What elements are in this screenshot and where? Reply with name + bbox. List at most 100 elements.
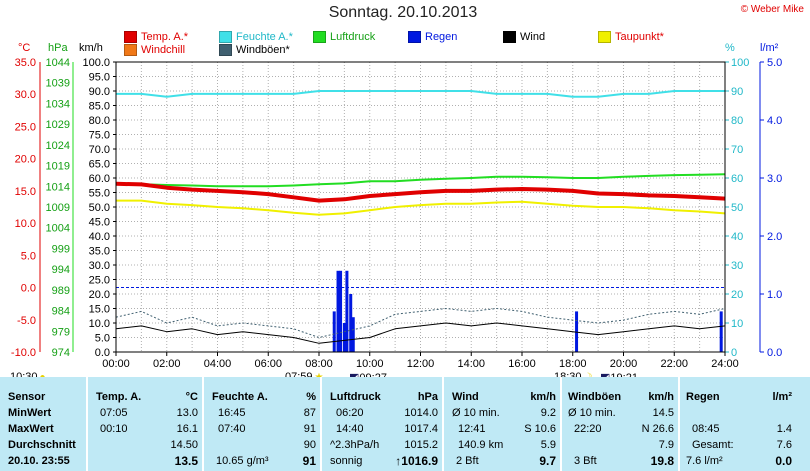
- hum-min-time: 16:45: [218, 407, 246, 419]
- wind-max-value: S 10.6: [524, 423, 556, 435]
- hdr-humidity: Feuchte A.: [212, 391, 268, 403]
- col-pressure: Luftdruck hPa 06:20 1014.0 14:40 1017.4 …: [320, 377, 444, 471]
- rain-bar: [339, 270, 343, 352]
- pressure-tick-label: 1039: [46, 78, 70, 90]
- rain-bar: [342, 323, 346, 352]
- humidity-tick-label: 40: [731, 231, 743, 243]
- temp-min-value: 13.0: [176, 407, 198, 419]
- gust-avg10-value: 14.5: [652, 407, 674, 419]
- pressure-tick-label: 989: [52, 285, 70, 297]
- time-tick-label: 12:00: [407, 358, 435, 370]
- rain-bar: [345, 270, 349, 352]
- gust-max-value: N 26.6: [641, 423, 674, 435]
- legend-item-gust: Windböen*: [219, 44, 290, 56]
- wind-tick-label: 20.0: [89, 289, 110, 301]
- humidity-tick-label: 80: [731, 115, 743, 127]
- temp-tick-label: 25.0: [15, 121, 36, 133]
- legend-item-pressure: Luftdruck: [313, 31, 375, 43]
- legend-swatch-gust: [219, 44, 232, 56]
- wind-tick-label: 10.0: [89, 318, 110, 330]
- hum-max-time: 07:40: [218, 423, 246, 435]
- press-min-time: 06:20: [336, 407, 364, 419]
- series-line-feuchtea: [116, 90, 725, 98]
- humidity-tick-label: 100: [731, 57, 749, 69]
- wind-tick-label: 35.0: [89, 246, 110, 258]
- wind-tick-label: 40.0: [89, 231, 110, 243]
- gust-current-value: 19.8: [650, 454, 674, 468]
- gust-max-time: 22:20: [574, 423, 602, 435]
- wind-tick-label: 60.0: [89, 173, 110, 185]
- humidity-tick-label: 30: [731, 260, 743, 272]
- series-line-luftdruck: [116, 173, 726, 188]
- series-line-windben: [115, 308, 726, 338]
- pressure-tick-label: 1024: [46, 140, 70, 152]
- pressure-tick-label: 979: [52, 326, 70, 338]
- wind-tick-label: 50.0: [89, 202, 110, 214]
- time-tick-label: 22:00: [660, 358, 688, 370]
- rain-tick-label: 0.0: [767, 347, 782, 359]
- temp-current-value: 13.5: [174, 454, 198, 468]
- temp-tick-label: 15.0: [15, 186, 36, 198]
- hdr-sensor: Sensor: [8, 391, 46, 403]
- press-avg-value: 1015.2: [404, 439, 438, 451]
- hdr-temp: Temp. A.: [96, 391, 142, 403]
- press-max-value: 1017.4: [404, 423, 438, 435]
- plot-frame: [115, 61, 726, 353]
- series-line-wind: [115, 322, 726, 344]
- rain-total-amount: 7.6 l/m²: [686, 455, 723, 467]
- wind-tick-label: 55.0: [89, 188, 110, 200]
- wind-tick-label: 85.0: [89, 101, 110, 113]
- humidity-tick-label: 0: [731, 347, 737, 359]
- gust-avg10-label: Ø 10 min.: [568, 407, 616, 419]
- legend-label-rain: Regen: [425, 31, 458, 43]
- rain-tick-label: 1.0: [767, 289, 782, 301]
- pressure-tick-label: 1029: [46, 119, 70, 131]
- time-tick-label: 10:00: [356, 358, 384, 370]
- legend-swatch-pressure: [313, 31, 326, 43]
- credit-label: © Weber Mike: [740, 4, 804, 15]
- wind-max-time: 12:41: [458, 423, 486, 435]
- pressure-tick-label: 999: [52, 243, 70, 255]
- pressure-tick-label: 984: [52, 306, 70, 318]
- humidity-unit-label: %: [725, 42, 735, 54]
- temp-tick-label: 5.0: [21, 250, 36, 262]
- wind-tick-label: 75.0: [89, 130, 110, 142]
- temp-unit-label: °C: [18, 42, 31, 54]
- rain-bar: [719, 311, 723, 352]
- time-tick-label: 08:00: [305, 358, 333, 370]
- wind-tick-label: 70.0: [89, 144, 110, 156]
- wind-bft: 2 Bft: [456, 455, 479, 467]
- time-tick-label: 16:00: [508, 358, 536, 370]
- hum-avg-value: 90: [303, 439, 316, 451]
- col-temp: Temp. A. °C 07:05 13.0 00:10 16.1 14.50 …: [86, 377, 204, 471]
- wind-avg10-value: 9.2: [540, 407, 556, 419]
- gust-bft: 3 Bft: [574, 455, 597, 467]
- wind-tick-label: 0.0: [95, 347, 110, 359]
- hdr-humidity-unit: %: [306, 391, 316, 403]
- chart-series: [115, 90, 726, 352]
- humidity-tick-label: 90: [731, 86, 743, 98]
- wind-distance: 140.9 km: [458, 439, 504, 451]
- temp-min-time: 07:05: [100, 407, 128, 419]
- pressure-tick-label: 1019: [46, 161, 70, 173]
- legend-item-humidity: Feuchte A.*: [219, 31, 293, 43]
- row-label-current: 20.10. 23:55: [8, 455, 70, 467]
- legend-swatch-wind: [503, 31, 516, 43]
- weather-chart: 35.0 30.0 25.0 20.0 15.0 10.0 5.0 0.0 -5.0 -10.0 1…: [11, 57, 782, 370]
- humidity-tick-label: 10: [731, 318, 743, 330]
- legend-label-humidity: Feuchte A.*: [236, 31, 293, 43]
- legend-item-temp: Temp. A.*: [124, 31, 188, 43]
- legend-swatch-temp: [124, 31, 137, 43]
- series-line-tempa: [115, 181, 726, 203]
- wind-avg10-label: Ø 10 min.: [452, 407, 500, 419]
- legend-label-dewpoint: Taupunkt*: [615, 31, 664, 43]
- press-trend: ^2.3hPa/h: [330, 439, 380, 451]
- humidity-tick-label: 50: [731, 202, 743, 214]
- legend-swatch-humidity: [219, 31, 232, 43]
- row-label-avg: Durchschnitt: [8, 439, 76, 451]
- hdr-wind-unit: km/h: [530, 391, 556, 403]
- series-line-taupunkt: [116, 199, 726, 216]
- pressure-tick-label: 974: [52, 347, 70, 359]
- humidity-tick-label: 20: [731, 289, 743, 301]
- axis-ticks: 35.0 30.0 25.0 20.0 15.0 10.0 5.0 0.0 -5.0 -10.0 1…: [11, 57, 782, 370]
